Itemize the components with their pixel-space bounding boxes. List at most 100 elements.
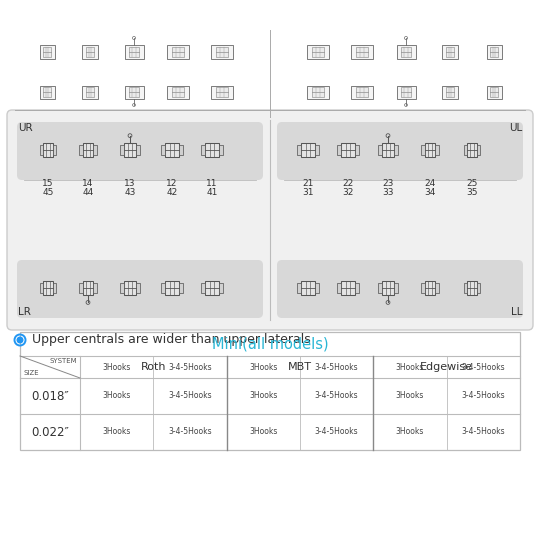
FancyBboxPatch shape bbox=[129, 87, 139, 97]
FancyBboxPatch shape bbox=[355, 284, 360, 293]
FancyBboxPatch shape bbox=[39, 284, 43, 293]
FancyBboxPatch shape bbox=[394, 145, 398, 155]
FancyBboxPatch shape bbox=[315, 284, 320, 293]
FancyBboxPatch shape bbox=[172, 47, 184, 57]
FancyBboxPatch shape bbox=[125, 45, 144, 59]
FancyBboxPatch shape bbox=[312, 87, 324, 97]
FancyBboxPatch shape bbox=[490, 47, 498, 57]
FancyBboxPatch shape bbox=[219, 284, 224, 293]
FancyBboxPatch shape bbox=[93, 284, 97, 293]
FancyBboxPatch shape bbox=[477, 284, 480, 293]
FancyBboxPatch shape bbox=[39, 45, 55, 59]
FancyBboxPatch shape bbox=[301, 281, 315, 295]
FancyBboxPatch shape bbox=[179, 284, 184, 293]
Text: Upper centrals are wider than upper laterals: Upper centrals are wider than upper late… bbox=[32, 334, 310, 347]
FancyBboxPatch shape bbox=[336, 284, 341, 293]
FancyBboxPatch shape bbox=[17, 122, 263, 180]
FancyBboxPatch shape bbox=[351, 85, 373, 98]
FancyBboxPatch shape bbox=[167, 85, 189, 98]
Text: 0.018″: 0.018″ bbox=[31, 389, 69, 402]
FancyBboxPatch shape bbox=[341, 143, 355, 157]
FancyBboxPatch shape bbox=[43, 143, 53, 157]
FancyBboxPatch shape bbox=[355, 145, 360, 155]
FancyBboxPatch shape bbox=[446, 87, 454, 97]
Text: 11: 11 bbox=[206, 179, 218, 188]
FancyBboxPatch shape bbox=[307, 45, 329, 59]
FancyBboxPatch shape bbox=[43, 47, 51, 57]
Text: 34: 34 bbox=[424, 188, 436, 197]
FancyBboxPatch shape bbox=[165, 143, 179, 157]
FancyBboxPatch shape bbox=[490, 87, 498, 97]
Text: 3Hooks: 3Hooks bbox=[249, 428, 278, 436]
Text: 32: 32 bbox=[342, 188, 354, 197]
Text: MBT: MBT bbox=[288, 362, 312, 372]
FancyBboxPatch shape bbox=[296, 145, 301, 155]
Text: LL: LL bbox=[510, 307, 522, 317]
FancyBboxPatch shape bbox=[277, 122, 523, 180]
FancyBboxPatch shape bbox=[464, 145, 467, 155]
Text: 35: 35 bbox=[466, 188, 478, 197]
FancyBboxPatch shape bbox=[160, 145, 165, 155]
FancyBboxPatch shape bbox=[394, 284, 398, 293]
Text: 3Hooks: 3Hooks bbox=[103, 392, 131, 401]
FancyBboxPatch shape bbox=[160, 284, 165, 293]
FancyBboxPatch shape bbox=[179, 145, 184, 155]
FancyBboxPatch shape bbox=[200, 284, 205, 293]
FancyBboxPatch shape bbox=[129, 47, 139, 57]
FancyBboxPatch shape bbox=[467, 143, 477, 157]
Text: UR: UR bbox=[18, 123, 32, 133]
FancyBboxPatch shape bbox=[315, 145, 320, 155]
Text: 0.022″: 0.022″ bbox=[31, 426, 69, 438]
Text: 44: 44 bbox=[83, 188, 93, 197]
Text: Mini(all models): Mini(all models) bbox=[212, 336, 328, 352]
FancyBboxPatch shape bbox=[378, 145, 382, 155]
FancyBboxPatch shape bbox=[336, 145, 341, 155]
FancyBboxPatch shape bbox=[356, 47, 368, 57]
Text: 3-4-5Hooks: 3-4-5Hooks bbox=[462, 428, 505, 436]
FancyBboxPatch shape bbox=[382, 281, 394, 295]
FancyBboxPatch shape bbox=[442, 45, 458, 59]
Text: 3-4-5Hooks: 3-4-5Hooks bbox=[462, 392, 505, 401]
Text: LR: LR bbox=[18, 307, 31, 317]
FancyBboxPatch shape bbox=[211, 45, 233, 59]
Text: 21: 21 bbox=[302, 179, 314, 188]
Text: 15: 15 bbox=[42, 179, 54, 188]
FancyBboxPatch shape bbox=[341, 281, 355, 295]
FancyBboxPatch shape bbox=[167, 45, 189, 59]
FancyBboxPatch shape bbox=[477, 145, 480, 155]
FancyBboxPatch shape bbox=[79, 145, 83, 155]
FancyBboxPatch shape bbox=[82, 45, 98, 59]
Text: 3Hooks: 3Hooks bbox=[396, 362, 424, 372]
Text: 3-4-5Hooks: 3-4-5Hooks bbox=[168, 428, 212, 436]
FancyBboxPatch shape bbox=[425, 143, 435, 157]
Text: 25: 25 bbox=[467, 179, 478, 188]
Text: Edgewise: Edgewise bbox=[420, 362, 473, 372]
FancyBboxPatch shape bbox=[20, 332, 520, 450]
Text: 14: 14 bbox=[82, 179, 93, 188]
FancyBboxPatch shape bbox=[39, 145, 43, 155]
Text: SIZE: SIZE bbox=[23, 370, 39, 376]
Text: 3-4-5Hooks: 3-4-5Hooks bbox=[315, 362, 359, 372]
FancyBboxPatch shape bbox=[79, 284, 83, 293]
FancyBboxPatch shape bbox=[82, 85, 98, 98]
Text: 3Hooks: 3Hooks bbox=[396, 428, 424, 436]
FancyBboxPatch shape bbox=[43, 87, 51, 97]
FancyBboxPatch shape bbox=[487, 45, 502, 59]
Text: 3Hooks: 3Hooks bbox=[396, 392, 424, 401]
Text: 13: 13 bbox=[124, 179, 136, 188]
FancyBboxPatch shape bbox=[93, 145, 97, 155]
FancyBboxPatch shape bbox=[216, 87, 228, 97]
FancyBboxPatch shape bbox=[396, 85, 415, 98]
FancyBboxPatch shape bbox=[401, 47, 411, 57]
Text: 23: 23 bbox=[382, 179, 394, 188]
Text: 3-4-5Hooks: 3-4-5Hooks bbox=[462, 362, 505, 372]
Text: 3-4-5Hooks: 3-4-5Hooks bbox=[315, 428, 359, 436]
FancyBboxPatch shape bbox=[421, 145, 425, 155]
Text: 3Hooks: 3Hooks bbox=[249, 362, 278, 372]
FancyBboxPatch shape bbox=[382, 143, 394, 157]
FancyBboxPatch shape bbox=[53, 284, 56, 293]
Text: 43: 43 bbox=[124, 188, 136, 197]
Text: 42: 42 bbox=[166, 188, 178, 197]
Text: 3-4-5Hooks: 3-4-5Hooks bbox=[168, 362, 212, 372]
Text: 24: 24 bbox=[424, 179, 436, 188]
